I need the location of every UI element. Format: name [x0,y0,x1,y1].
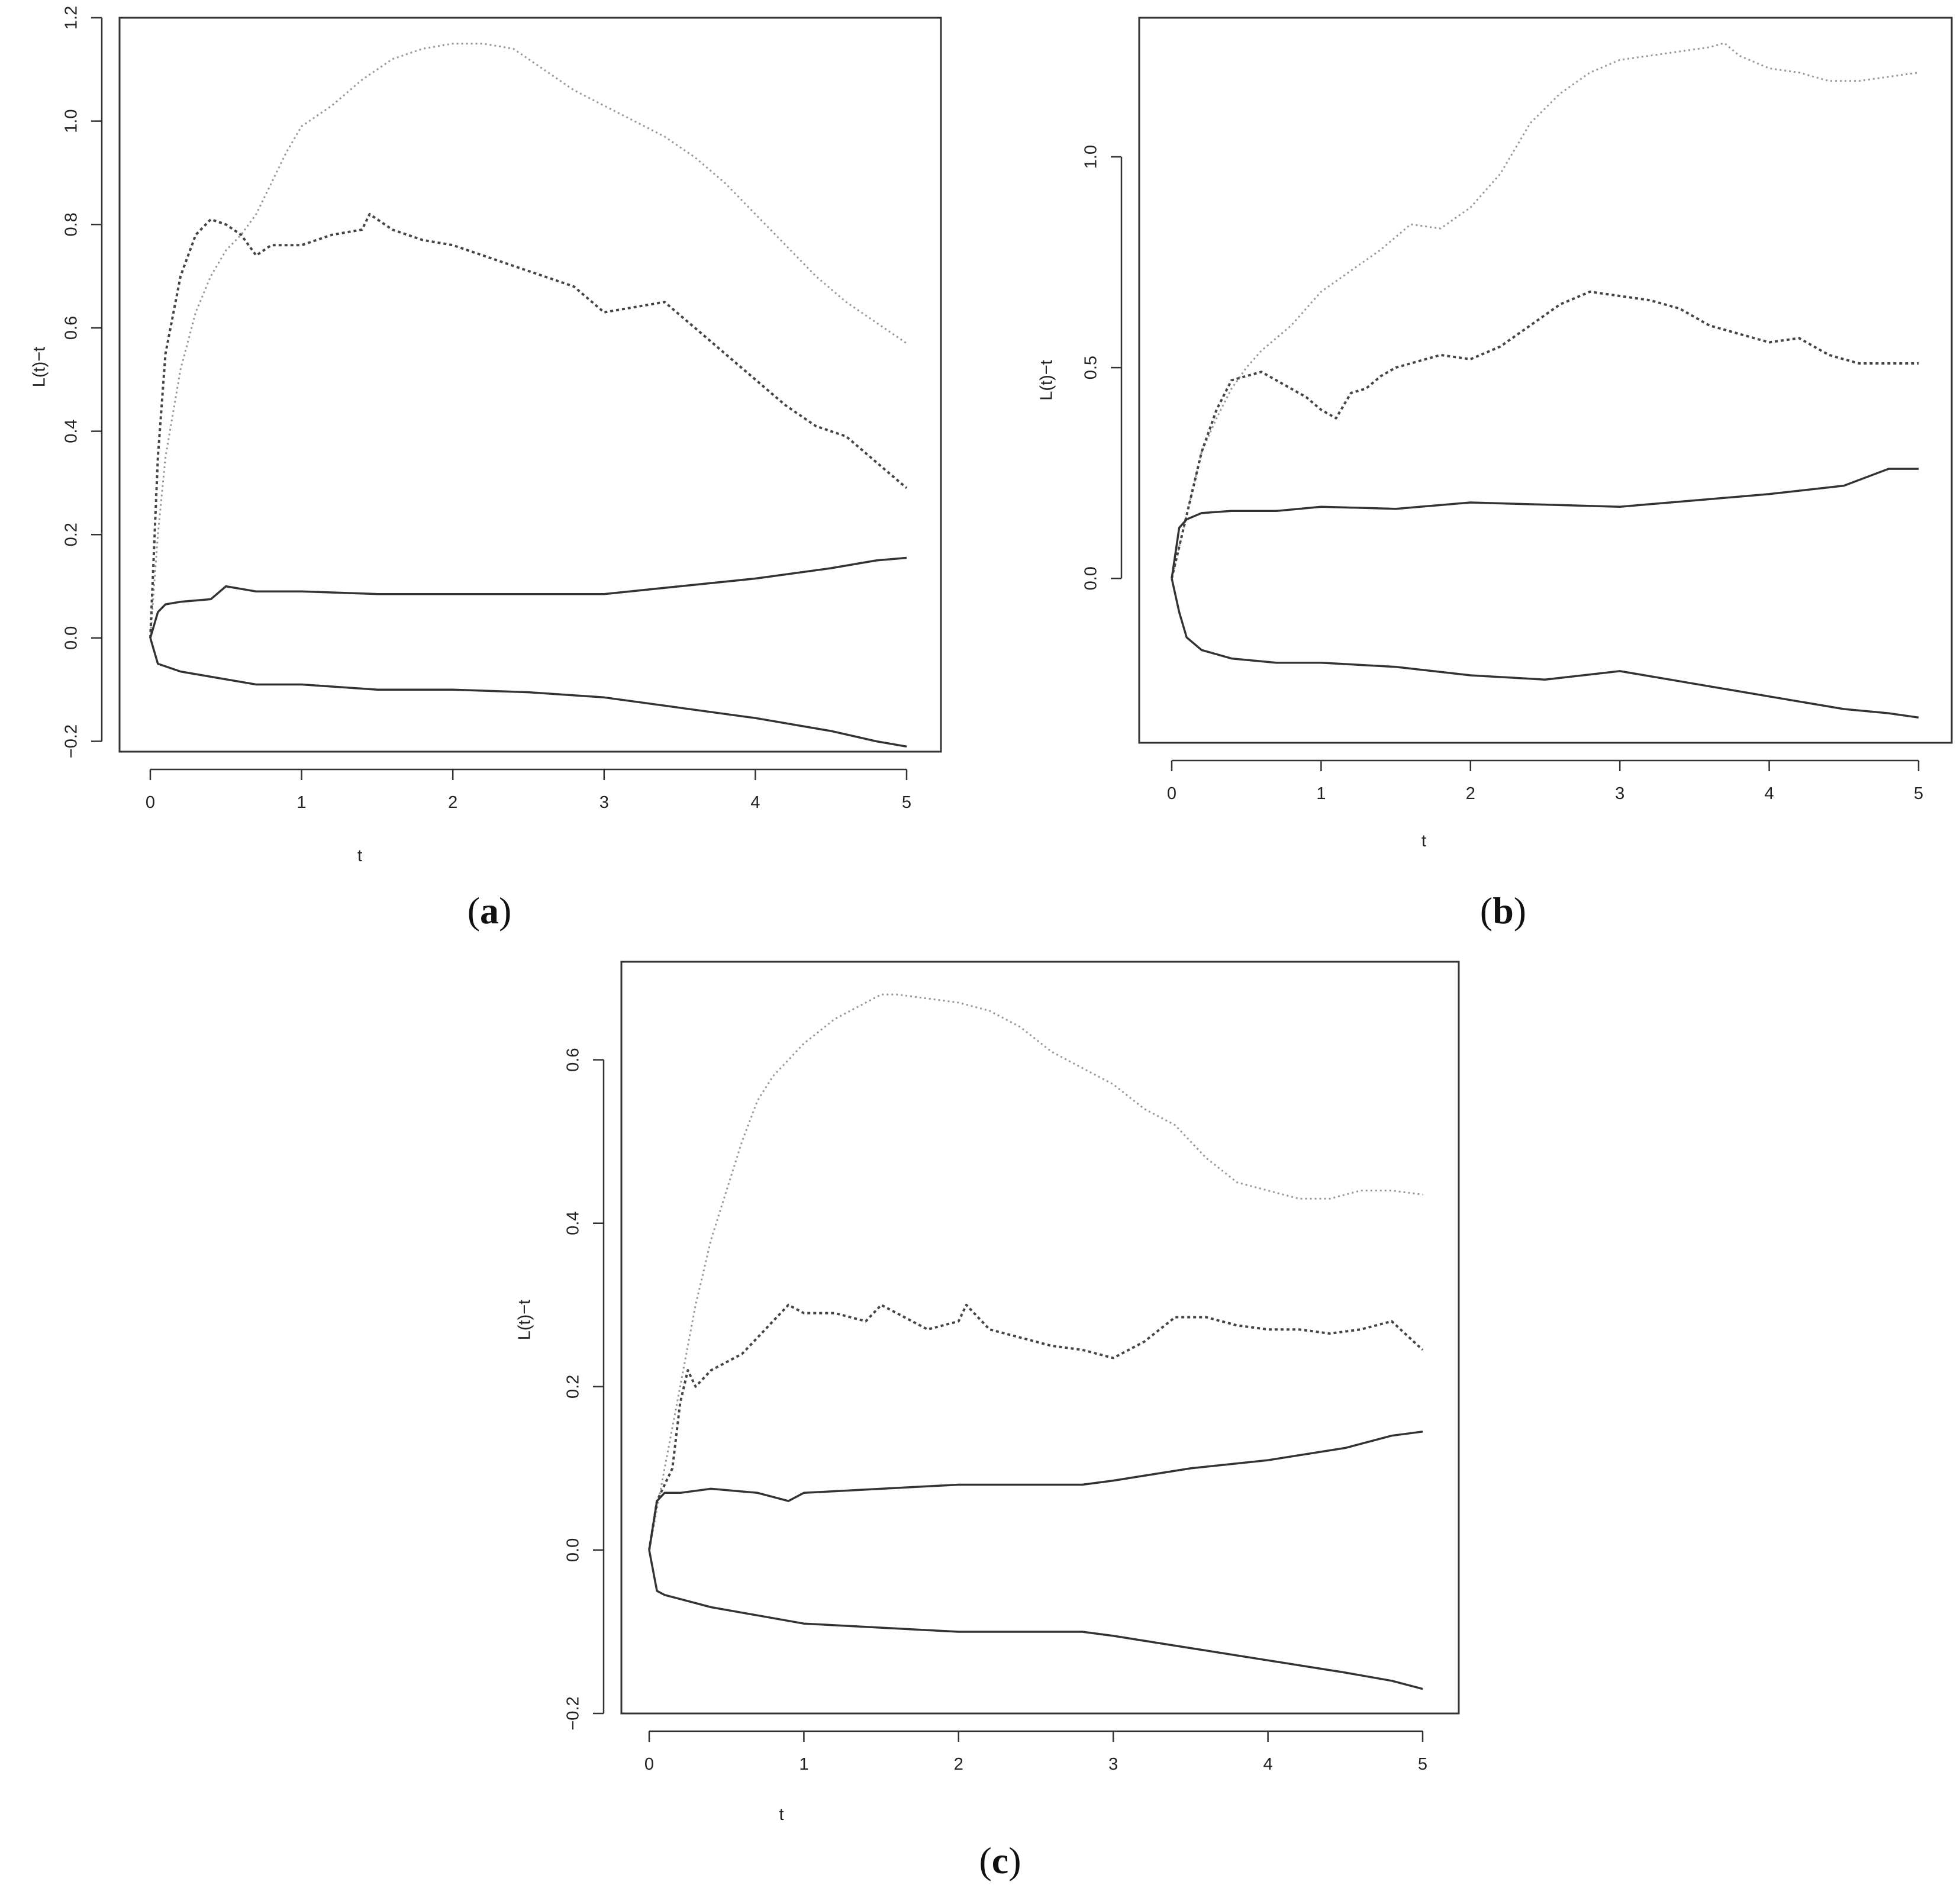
panel-caption: (a) [468,890,512,932]
plot-frame [620,961,1460,1715]
x-tick-label: 3 [1615,784,1624,803]
series-line-dotted-dark [1171,290,1919,579]
x-tick-label: 3 [1108,1755,1118,1774]
y-tick-label: 0.0 [564,1538,583,1562]
chart-panel-c: 0 1 2 3 4 5 −0.2 0.0 0.2 0.4 0.6 t L(t)−t (c) [515,961,1460,1882]
caption-open-paren: ( [1480,890,1492,932]
y-tick-label: 0.4 [564,1212,583,1235]
plot-frame [118,17,942,753]
y-tick-label: 1.0 [1082,145,1101,169]
y-tick-label: 0.5 [1082,356,1101,379]
caption-open-paren: ( [468,890,480,932]
y-axis-title: L(t)−t [30,347,49,388]
panel-caption: (c) [979,1840,1021,1882]
x-tick-label: 2 [954,1755,963,1774]
series-line-solid-3 [149,637,907,748]
y-tick-label: 0.4 [62,419,81,443]
y-tick-label: 0.0 [62,626,81,650]
y-tick-label: −0.2 [62,724,81,758]
series-line-dotted-dark [648,1303,1424,1551]
x-axis-title: t [779,1805,784,1824]
x-tick-label: 5 [1914,784,1923,803]
y-axis-title: L(t)−t [515,1300,534,1341]
x-tick-label: 2 [448,793,457,812]
series-line-solid-2 [1171,468,1919,579]
series-line-dotted-light [648,993,1423,1551]
x-tick-label: 1 [1316,784,1326,803]
x-tick-label: 0 [146,793,155,812]
y-axis-title: L(t)−t [1037,360,1056,401]
series-line-solid-2 [149,556,907,639]
x-tick-label: 5 [902,793,911,812]
y-tick-label: 0.6 [564,1048,583,1071]
series-line-dotted-light [1171,42,1919,579]
caption-open-paren: ( [979,1840,991,1882]
caption-letter: b [1492,890,1514,932]
chart-panel-a: 0 1 2 3 4 5 −0.2 0.0 0.2 0.4 0.6 0.8 1.0 1.2 t L(t)−t (a… [30,6,942,932]
y-tick-label: 0.6 [62,316,81,340]
x-tick-label: 4 [1263,1755,1273,1774]
y-tick-label: 1.2 [62,6,81,30]
y-tick-label: 0.2 [62,523,81,546]
x-tick-label: 4 [1765,784,1774,803]
x-axis-title: t [357,846,362,865]
plot-frame [1138,17,1953,744]
x-tick-label: 0 [1167,784,1176,803]
series-line-solid-3 [1171,578,1919,719]
y-tick-label: −0.2 [564,1696,583,1730]
x-tick-label: 3 [599,793,609,812]
x-tick-label: 1 [297,793,307,812]
x-tick-label: 4 [750,793,760,812]
series-line-solid-3 [648,1549,1423,1690]
y-tick-label: 1.0 [62,109,81,133]
x-tick-label: 2 [1466,784,1475,803]
x-tick-label: 5 [1418,1755,1427,1774]
x-tick-label: 0 [644,1755,654,1774]
series-line-dotted-light [149,43,907,639]
x-tick-label: 1 [799,1755,808,1774]
caption-close-paren: ) [1008,1840,1021,1882]
caption-letter: c [992,1840,1008,1882]
series-line-dotted-dark [149,212,908,638]
y-tick-label: 0.2 [564,1375,583,1399]
x-axis-title: t [1421,832,1426,851]
series-line-solid-2 [648,1431,1423,1551]
y-tick-label: 0.0 [1082,566,1101,590]
caption-close-paren: ) [1514,890,1526,932]
y-tick-label: 0.8 [62,212,81,236]
caption-letter: a [480,890,499,932]
caption-close-paren: ) [499,890,511,932]
chart-panel-b: 0 1 2 3 4 5 0.0 0.5 1.0 t L(t)−t (b) [1037,17,1953,932]
panel-caption: (b) [1480,890,1526,932]
